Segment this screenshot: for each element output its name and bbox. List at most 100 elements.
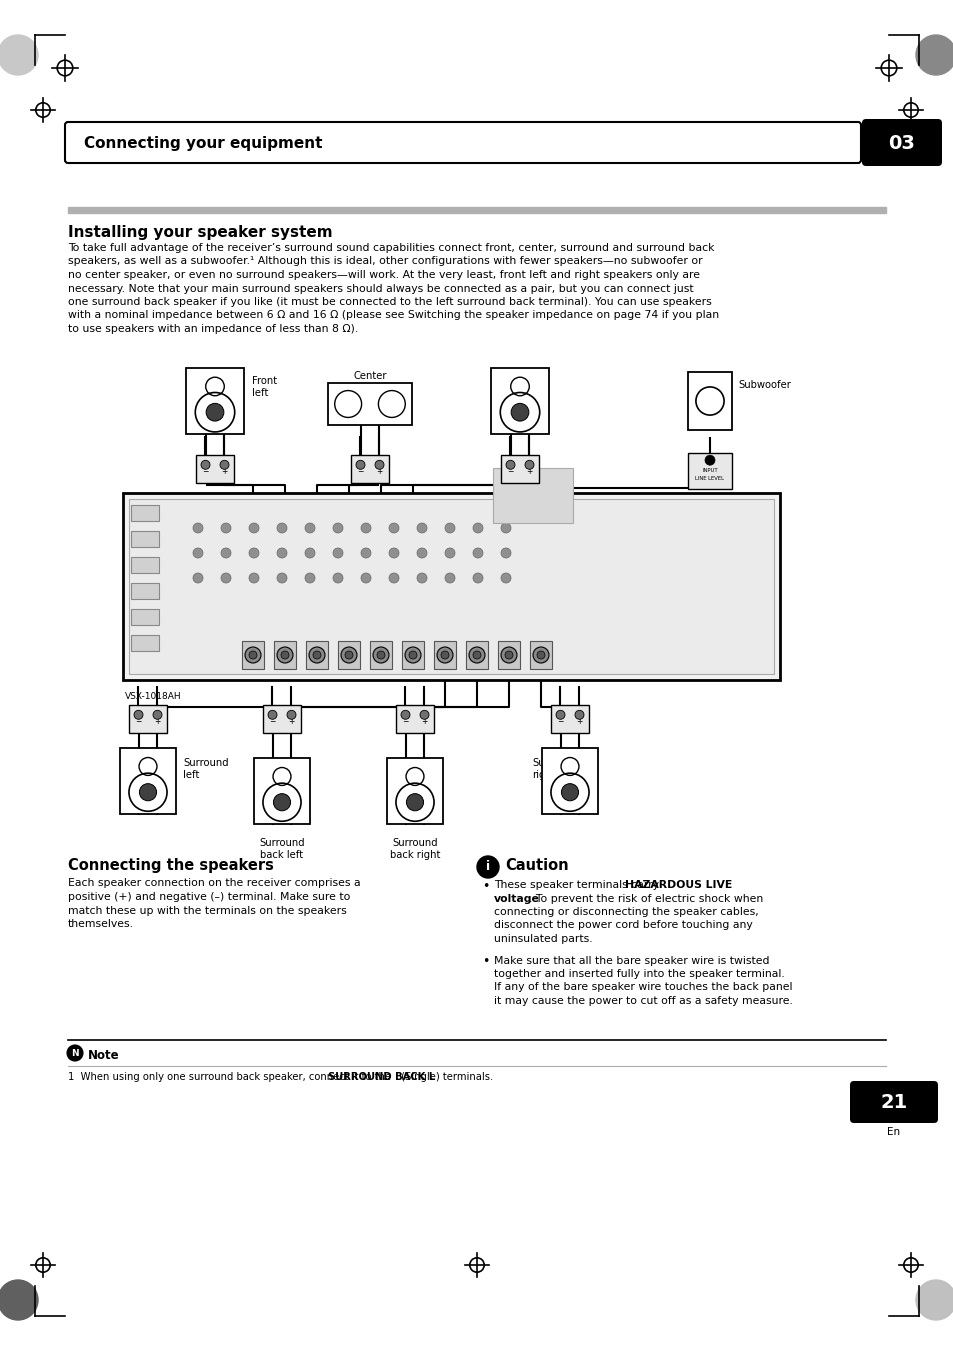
Circle shape	[276, 549, 287, 558]
Bar	[123, 493, 780, 680]
Text: necessary. Note that your main surround speakers should always be connected as a: necessary. Note that your main surround …	[68, 284, 693, 293]
Circle shape	[0, 35, 38, 76]
FancyBboxPatch shape	[849, 1081, 937, 1123]
Circle shape	[333, 549, 343, 558]
Circle shape	[345, 651, 353, 659]
Circle shape	[276, 647, 293, 663]
Text: −: −	[269, 717, 275, 727]
Text: positive (+) and negative (–) terminal. Make sure to: positive (+) and negative (–) terminal. …	[68, 892, 350, 902]
Circle shape	[281, 651, 289, 659]
Circle shape	[67, 1046, 83, 1061]
Circle shape	[406, 793, 423, 811]
Text: If any of the bare speaker wire touches the back panel: If any of the bare speaker wire touches …	[494, 982, 792, 993]
Circle shape	[375, 461, 384, 469]
Text: +: +	[154, 717, 160, 727]
Circle shape	[704, 455, 714, 465]
Circle shape	[221, 549, 231, 558]
Bar	[120, 748, 175, 815]
Circle shape	[152, 711, 162, 719]
Circle shape	[249, 523, 258, 534]
Circle shape	[400, 711, 410, 719]
Bar	[395, 705, 434, 734]
Bar	[351, 455, 389, 484]
Circle shape	[575, 711, 583, 719]
Circle shape	[201, 461, 210, 469]
Text: −: −	[507, 467, 513, 477]
Bar	[195, 455, 233, 484]
Bar	[68, 207, 885, 213]
Circle shape	[313, 651, 320, 659]
Text: −: −	[202, 467, 209, 477]
Text: speakers, as well as a subwoofer.¹ Although this is ideal, other configurations : speakers, as well as a subwoofer.¹ Altho…	[68, 257, 702, 266]
Circle shape	[444, 573, 455, 584]
Circle shape	[276, 573, 287, 584]
Bar	[274, 640, 295, 669]
Text: SURROUND BACK L: SURROUND BACK L	[328, 1071, 435, 1082]
Circle shape	[473, 651, 480, 659]
Bar	[131, 584, 159, 598]
Bar	[497, 640, 519, 669]
Bar	[131, 505, 159, 521]
Bar	[541, 748, 598, 815]
Text: to use speakers with an impedance of less than 8 Ω).: to use speakers with an impedance of les…	[68, 324, 358, 334]
Circle shape	[249, 549, 258, 558]
Text: En: En	[886, 1127, 900, 1138]
Bar	[131, 609, 159, 626]
Circle shape	[476, 857, 498, 878]
Circle shape	[500, 549, 511, 558]
Bar	[263, 705, 301, 734]
Circle shape	[511, 404, 528, 422]
Text: LINE LEVEL: LINE LEVEL	[695, 477, 723, 481]
Circle shape	[473, 549, 482, 558]
Circle shape	[139, 784, 156, 801]
Circle shape	[436, 647, 453, 663]
Text: −: −	[402, 717, 408, 727]
Text: Caution: Caution	[504, 858, 568, 873]
Bar	[129, 499, 773, 674]
Circle shape	[409, 651, 416, 659]
Text: −: −	[135, 717, 142, 727]
Bar	[306, 640, 328, 669]
Circle shape	[309, 647, 325, 663]
Bar	[186, 367, 244, 434]
Circle shape	[440, 651, 449, 659]
Circle shape	[360, 523, 371, 534]
Circle shape	[533, 647, 548, 663]
Text: no center speaker, or even no surround speakers—will work. At the very least, fr: no center speaker, or even no surround s…	[68, 270, 700, 280]
Text: INPUT: INPUT	[701, 467, 717, 473]
Text: it may cause the power to cut off as a safety measure.: it may cause the power to cut off as a s…	[494, 996, 792, 1006]
Circle shape	[473, 523, 482, 534]
Circle shape	[469, 647, 484, 663]
Text: •: •	[481, 880, 489, 893]
Text: +: +	[288, 717, 294, 727]
Circle shape	[221, 573, 231, 584]
Text: +: +	[221, 467, 228, 477]
Bar	[328, 382, 412, 426]
Text: Surround
back right: Surround back right	[390, 838, 439, 859]
Text: +: +	[576, 717, 582, 727]
Text: Note: Note	[88, 1048, 119, 1062]
Circle shape	[249, 573, 258, 584]
Text: +: +	[375, 467, 382, 477]
Circle shape	[333, 523, 343, 534]
Text: N: N	[71, 1048, 79, 1058]
Circle shape	[416, 573, 427, 584]
Text: i: i	[485, 861, 490, 874]
Text: 1  When using only one surround back speaker, connect it to the: 1 When using only one surround back spea…	[68, 1071, 394, 1082]
Circle shape	[221, 523, 231, 534]
Bar	[242, 640, 264, 669]
Bar	[370, 640, 392, 669]
Circle shape	[360, 573, 371, 584]
Text: one surround back speaker if you like (it must be connected to the left surround: one surround back speaker if you like (i…	[68, 297, 711, 307]
Circle shape	[556, 711, 564, 719]
Text: HAZARDOUS LIVE: HAZARDOUS LIVE	[625, 880, 732, 890]
Bar	[131, 635, 159, 651]
Text: together and inserted fully into the speaker terminal.: together and inserted fully into the spe…	[494, 969, 784, 979]
Circle shape	[561, 784, 578, 801]
Bar	[491, 367, 548, 434]
Circle shape	[193, 523, 203, 534]
Circle shape	[305, 549, 314, 558]
Circle shape	[305, 523, 314, 534]
Circle shape	[376, 651, 385, 659]
Text: . To prevent the risk of electric shock when: . To prevent the risk of electric shock …	[528, 893, 762, 904]
